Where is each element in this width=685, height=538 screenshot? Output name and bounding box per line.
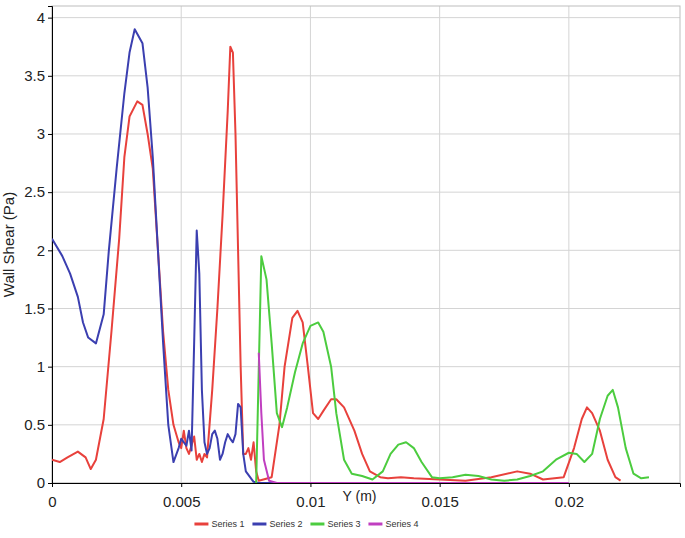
grid-line <box>310 6 311 483</box>
tick-label: 4 <box>37 9 45 26</box>
series-line <box>259 353 569 483</box>
legend-label: Series 4 <box>385 519 418 529</box>
series-line <box>52 29 310 483</box>
legend-label: Series 1 <box>211 519 244 529</box>
tick-label: 0.005 <box>163 493 201 510</box>
tick-label: 0.01 <box>296 493 325 510</box>
plot: 0 0.005 0.01 0.015 0.02 0 0.5 1 1.5 2 2.5 3 3.5 4 <box>24 6 680 510</box>
tick-mark <box>48 425 52 426</box>
grid-line <box>52 133 680 134</box>
tick: 3 <box>37 125 52 142</box>
plot-frame <box>52 6 680 483</box>
grid-line <box>568 6 569 483</box>
chart: 0 0.005 0.01 0.015 0.02 0 0.5 1 1.5 2 2.5 3 3.5 4 Y (m… <box>0 0 685 538</box>
legend-swatch <box>368 523 382 526</box>
tick-mark <box>181 483 182 487</box>
grid-line <box>52 192 680 193</box>
tick-label: 3 <box>37 125 45 142</box>
tick: 0.015 <box>421 483 459 510</box>
lines <box>52 29 649 483</box>
tick-label: 2 <box>37 242 45 259</box>
tick-mark <box>48 18 52 19</box>
tick: 0.5 <box>24 416 52 433</box>
legend-swatch <box>252 523 266 526</box>
tick-label: 3.5 <box>24 67 45 84</box>
grid-line <box>52 308 680 309</box>
axis-line <box>53 484 681 488</box>
series-line <box>256 256 649 483</box>
y-axis: 0 0.5 1 1.5 2 2.5 3 3.5 4 <box>24 7 52 492</box>
tick-mark <box>48 250 52 251</box>
grid-line <box>52 17 680 18</box>
tick-label: 1.5 <box>24 300 45 317</box>
tick-mark <box>569 483 570 487</box>
legend-label: Series 2 <box>269 519 302 529</box>
grid-line <box>181 6 182 483</box>
tick: 0.005 <box>163 483 201 510</box>
tick-mark <box>48 134 52 135</box>
y-axis-title: Wall Shear (Pa) <box>0 192 17 297</box>
grid-line <box>52 424 680 425</box>
legend: Series 1 Series 2 Series 3 Series 4 <box>194 519 418 529</box>
grid-line <box>52 366 680 367</box>
tick-label: 0.5 <box>24 416 45 433</box>
tick: 0.01 <box>296 483 325 510</box>
tick-mark <box>48 367 52 368</box>
tick: 4 <box>37 9 52 26</box>
legend-label: Series 3 <box>327 519 360 529</box>
tick-mark <box>48 308 52 309</box>
tick-label: 1 <box>37 358 45 375</box>
tick: 1 <box>37 358 52 375</box>
legend-swatch <box>310 523 324 526</box>
tick-label: 0.015 <box>421 493 459 510</box>
tick: 0.02 <box>555 483 584 510</box>
tick-mark <box>48 483 52 484</box>
tick: 0 <box>48 483 56 510</box>
tick-label: 0 <box>48 493 56 510</box>
tick-label: 2.5 <box>24 183 45 200</box>
tick-label: 0 <box>37 474 45 491</box>
x-axis-title: Y (m) <box>343 488 377 504</box>
grid <box>52 6 680 483</box>
tick-mark <box>440 483 441 487</box>
tick-mark <box>310 483 311 487</box>
tick: 2 <box>37 242 52 259</box>
legend-swatch <box>194 523 208 526</box>
tick: 1.5 <box>24 300 52 317</box>
grid-line <box>52 250 680 251</box>
tick-mark <box>48 192 52 193</box>
x-axis: 0 0.005 0.01 0.015 0.02 <box>48 483 680 510</box>
tick-mark <box>48 76 52 77</box>
axis-line <box>48 7 53 484</box>
tick: 3.5 <box>24 67 52 84</box>
tick-label: 0.02 <box>555 493 584 510</box>
grid-line <box>439 6 440 483</box>
tick: 2.5 <box>24 183 52 200</box>
tick: 0 <box>37 474 52 491</box>
